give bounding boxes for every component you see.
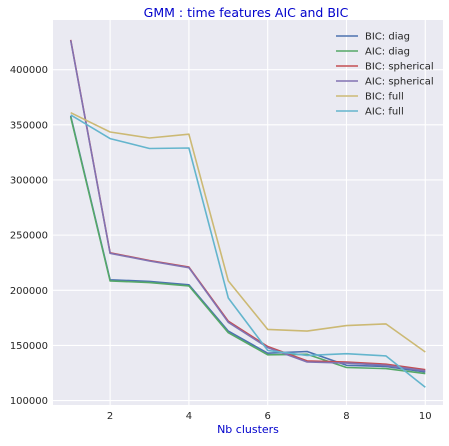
legend-label: AIC: full: [365, 107, 404, 118]
y-tick-label: 150000: [10, 341, 48, 352]
legend-label: AIC: spherical: [365, 77, 434, 88]
x-axis-title: Nb clusters: [217, 423, 279, 436]
y-tick-label: 200000: [10, 286, 48, 297]
series-lines: [69, 39, 426, 388]
chart-title: GMM : time features AIC and BIC: [144, 5, 349, 20]
y-tick-label: 300000: [10, 175, 48, 186]
series-line-6: [70, 114, 426, 388]
plot-area: [53, 20, 443, 405]
x-tick-label: 8: [343, 411, 349, 422]
legend-label: BIC: full: [365, 92, 404, 103]
y-tick-label: 100000: [10, 396, 48, 407]
grid: [53, 20, 443, 405]
x-tick-label: 10: [419, 411, 432, 422]
x-tick-label: 4: [186, 411, 192, 422]
y-tick-label: 400000: [10, 65, 48, 76]
tick-labels: 2 4 6 8 10 100000 150000 200000 250000 300000 3500…: [10, 65, 432, 422]
x-tick-label: 6: [265, 411, 271, 422]
series-line-4: [69, 40, 426, 372]
x-tick-label: 2: [107, 411, 113, 422]
series-line-2: [69, 116, 426, 375]
legend-label: BIC: spherical: [365, 62, 434, 73]
y-tick-label: 350000: [10, 120, 48, 131]
legend-label: AIC: diag: [365, 47, 410, 58]
y-tick-label: 250000: [10, 231, 48, 242]
series-line-5: [70, 111, 426, 353]
legend-label: BIC: diag: [365, 32, 410, 43]
legend: BIC: diag AIC: diag BIC: spherical AIC: sph…: [336, 32, 434, 118]
series-line-1: [69, 115, 426, 373]
